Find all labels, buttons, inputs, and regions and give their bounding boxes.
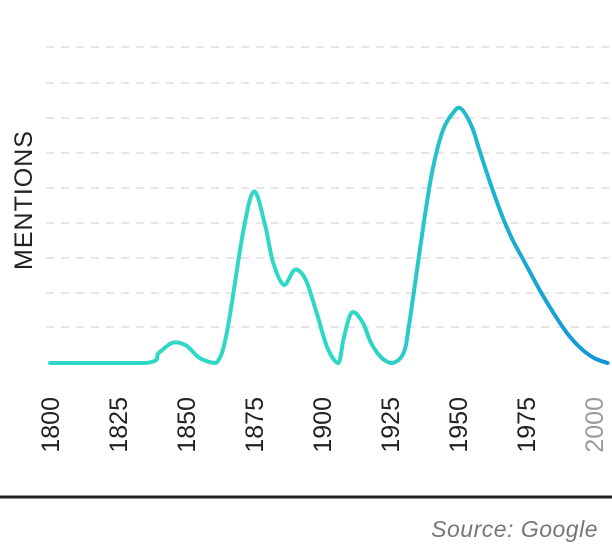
mentions-series-line bbox=[48, 105, 610, 366]
x-tick-label-1975: 1975 bbox=[513, 397, 541, 453]
x-tick-label-1925: 1925 bbox=[377, 397, 405, 453]
gridlines bbox=[46, 46, 612, 328]
x-tick-label-1850: 1850 bbox=[173, 397, 201, 453]
x-tick-label-1825: 1825 bbox=[105, 397, 133, 453]
x-axis-ticks: 1800 1825 1850 1875 1900 1925 1950 1975 2000 bbox=[37, 397, 609, 453]
x-tick-label-1800: 1800 bbox=[37, 397, 65, 453]
source-note: Source: Google bbox=[431, 516, 598, 542]
y-axis-title: MENTIONS bbox=[10, 130, 38, 270]
x-tick-label-2000: 2000 bbox=[581, 397, 609, 453]
x-tick-label-1875: 1875 bbox=[241, 397, 269, 453]
x-tick-label-1900: 1900 bbox=[309, 397, 337, 453]
x-tick-label-1950: 1950 bbox=[445, 397, 473, 453]
